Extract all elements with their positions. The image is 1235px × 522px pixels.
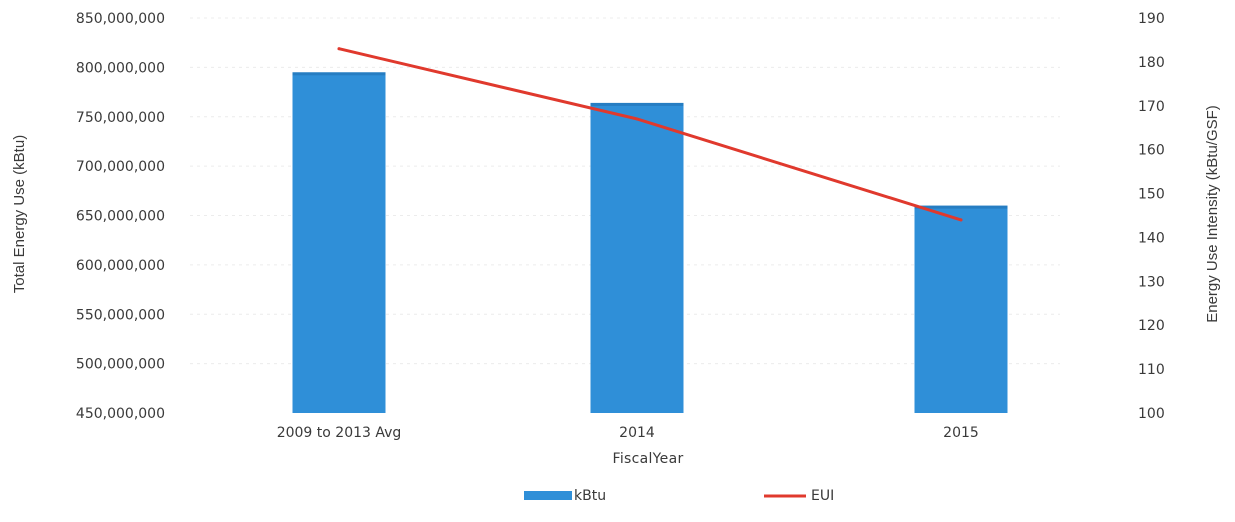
- bar-kbtu: [914, 205, 1008, 413]
- y-tick-label-right: 130: [1138, 274, 1165, 290]
- y-tick-label-right: 170: [1138, 99, 1165, 115]
- y-tick-label-right: 110: [1138, 362, 1165, 378]
- legend-eui-label: EUI: [811, 488, 834, 504]
- y-tick-label-right: 100: [1138, 406, 1165, 422]
- y-axis-title-right: Energy Use Intensity (kBtu/GSF): [1204, 105, 1221, 323]
- left-axis-ticks: 850,000,000 800,000,000 750,000,000 700,000…: [76, 11, 165, 422]
- bar-kbtu: [292, 72, 386, 413]
- bars-layer: [292, 72, 1008, 414]
- legend: kBtu EUI: [524, 488, 834, 504]
- category-labels: 2009 to 2013 Avg 2014 2015: [277, 425, 979, 441]
- y-tick-label-right: 150: [1138, 187, 1165, 203]
- right-axis-ticks: 190 180 170 160 150 140 130 120 110 100: [1138, 11, 1165, 422]
- bar-kbtu-top-edge: [292, 72, 386, 76]
- bar-kbtu-top-edge: [914, 205, 1008, 209]
- eui-point: [959, 218, 963, 222]
- y-tick-label-left: 750,000,000: [76, 110, 165, 126]
- x-category-label: 2014: [619, 425, 655, 441]
- y-tick-label-right: 180: [1138, 55, 1165, 71]
- y-tick-label-left: 550,000,000: [76, 307, 165, 323]
- legend-kbtu-swatch: [524, 491, 572, 500]
- x-category-label: 2009 to 2013 Avg: [277, 425, 402, 441]
- y-tick-label-right: 190: [1138, 11, 1165, 27]
- y-tick-label-left: 500,000,000: [76, 357, 165, 373]
- y-tick-label-left: 700,000,000: [76, 159, 165, 175]
- bar-kbtu: [590, 102, 684, 414]
- eui-point: [635, 117, 639, 121]
- y-tick-label-right: 120: [1138, 318, 1165, 334]
- bar-kbtu-top-edge: [590, 102, 684, 106]
- legend-kbtu-label: kBtu: [574, 488, 606, 504]
- y-tick-label-left: 850,000,000: [76, 11, 165, 27]
- y-tick-label-left: 800,000,000: [76, 60, 165, 76]
- x-category-label: 2015: [943, 425, 979, 441]
- line-layer: [337, 47, 963, 222]
- y-tick-label-left: 450,000,000: [76, 406, 165, 422]
- y-tick-label-right: 160: [1138, 143, 1165, 159]
- y-tick-label-right: 140: [1138, 230, 1165, 246]
- y-tick-label-left: 600,000,000: [76, 258, 165, 274]
- eui-point: [337, 47, 341, 51]
- x-axis-title: FiscalYear: [612, 451, 683, 467]
- y-tick-label-left: 650,000,000: [76, 209, 165, 225]
- y-axis-title-left: Total Energy Use (kBtu): [11, 135, 28, 293]
